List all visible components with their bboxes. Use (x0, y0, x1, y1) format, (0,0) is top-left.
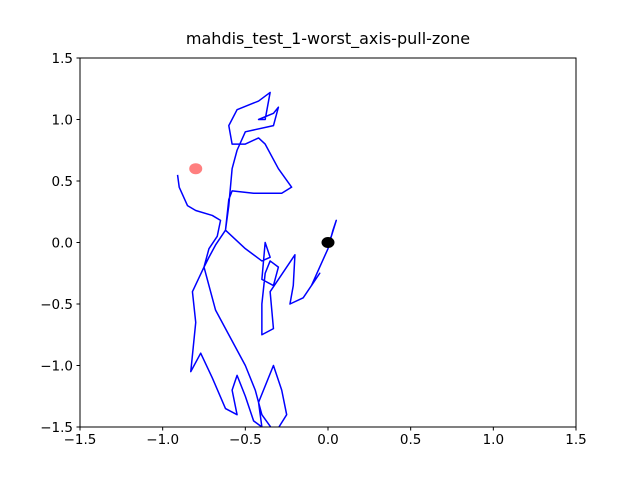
marker (321, 237, 335, 248)
x-tick-label: 1.5 (565, 432, 586, 448)
plot-area (176, 91, 338, 427)
marker (189, 163, 203, 175)
chart-title: mahdis_test_1-worst_axis-pull-zone (186, 29, 470, 49)
x-tick-label: −1.0 (146, 432, 179, 448)
y-tick-label: −0.5 (40, 297, 73, 313)
x-tick-label: −0.5 (229, 432, 262, 448)
y-tick-label: 0.5 (52, 174, 73, 190)
y-tick-label: 1.5 (52, 51, 73, 67)
x-tick-label: 1.0 (483, 432, 504, 448)
trajectory-line (176, 91, 338, 427)
y-tick-label: 1.0 (52, 113, 73, 129)
x-tick-label: 0.0 (317, 432, 338, 448)
y-tick-label: 0.0 (52, 236, 73, 252)
y-tick-label: −1.5 (40, 420, 73, 436)
y-tick-label: −1.0 (40, 359, 73, 375)
x-tick-label: −1.5 (64, 432, 97, 448)
x-tick-label: 0.5 (400, 432, 421, 448)
